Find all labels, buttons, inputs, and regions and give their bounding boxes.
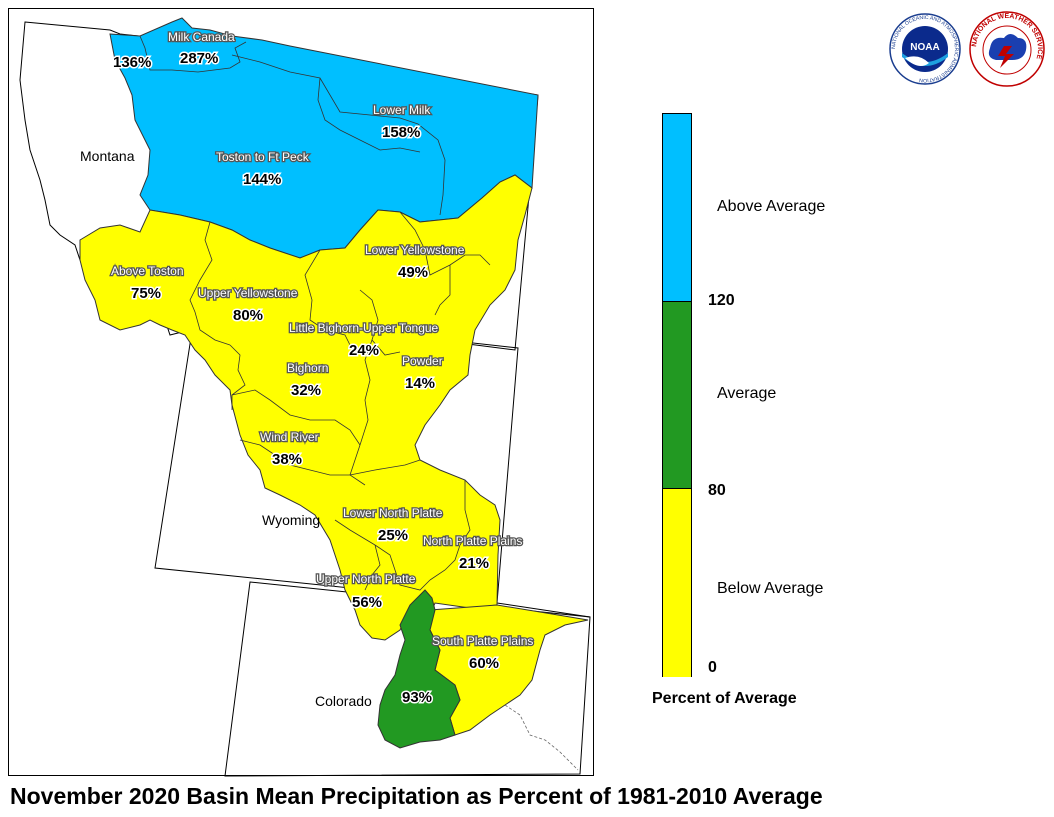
legend-seg-above <box>663 114 691 301</box>
basin-name: Lower Milk <box>373 103 431 117</box>
basin-name: Lower Yellowstone <box>365 243 465 257</box>
basin-percent: 38% <box>272 451 302 468</box>
basin-name: Upper Yellowstone <box>198 286 298 300</box>
basin-percent: 49% <box>398 264 428 281</box>
basin-percent: 287% <box>180 50 218 67</box>
basin-percent: 60% <box>469 655 499 672</box>
noaa-logo: NATIONAL OCEANIC AND ATMOSPHERIC ADMINIS… <box>889 13 961 85</box>
basin-percent: 21% <box>459 555 489 572</box>
basin-percent: 158% <box>382 124 420 141</box>
below-average-region <box>79 174 589 736</box>
basin-percent: 75% <box>131 285 161 302</box>
page-title: November 2020 Basin Mean Precipitation a… <box>10 783 823 809</box>
nws-logo: NATIONAL WEATHER SERVICE <box>969 11 1045 87</box>
basin-shape-green <box>377 589 461 749</box>
basin-percent: 56% <box>352 594 382 611</box>
legend-label-average: Average <box>717 385 777 402</box>
colorado-basin-line <box>504 704 579 771</box>
basin-percent: 24% <box>349 342 379 359</box>
legend-tick-80: 80 <box>708 482 726 499</box>
basin-percent: 136% <box>113 54 151 71</box>
basin-name: Upper North Platte <box>316 572 416 586</box>
basin-percent: 14% <box>405 375 435 392</box>
state-label-montana: Montana <box>80 148 135 164</box>
above-average-region <box>109 17 539 259</box>
state-label-colorado: Colorado <box>315 693 372 709</box>
basin-name: South Platte Plains <box>432 634 533 648</box>
basin-name: Powder <box>402 354 443 368</box>
legend-tick-0: 0 <box>708 659 717 676</box>
basin-percent: 25% <box>378 527 408 544</box>
legend-seg-below <box>663 488 691 677</box>
yellow-inner-lines <box>189 211 491 591</box>
legend-color-bar <box>662 113 692 677</box>
basin-map: Montana Wyoming Colorado 136% Milk Canad… <box>19 17 591 777</box>
basin-percent: 144% <box>243 171 281 188</box>
basin-name: Above Toston <box>111 264 184 278</box>
blue-inner-lines <box>139 35 446 216</box>
state-label-wyoming: Wyoming <box>262 512 320 528</box>
noaa-label: NOAA <box>910 42 939 53</box>
south-platte-plains-shape <box>429 604 589 736</box>
basin-percent: 93% <box>402 689 432 706</box>
legend-title: Percent of Average <box>652 690 797 707</box>
basin-name: Lower North Platte <box>343 506 443 520</box>
legend-label-below: Below Average <box>717 580 824 597</box>
legend-tick-120: 120 <box>708 292 735 309</box>
basin-name: Milk Canada <box>168 30 235 44</box>
basin-name: North Platte Plains <box>423 534 522 548</box>
basin-percent: 32% <box>291 382 321 399</box>
legend-seg-average <box>663 301 691 489</box>
basin-name: Little Bighorn-Upper Tongue <box>289 321 439 335</box>
sd-ne-line <box>496 602 591 618</box>
basin-name: Wind River <box>260 430 319 444</box>
basin-name: Bighorn <box>287 361 328 375</box>
basin-shape-yellow <box>79 174 533 641</box>
basin-name: Toston to Ft Peck <box>216 150 310 164</box>
legend-label-above: Above Average <box>717 198 826 215</box>
basin-percent: 80% <box>233 307 263 324</box>
